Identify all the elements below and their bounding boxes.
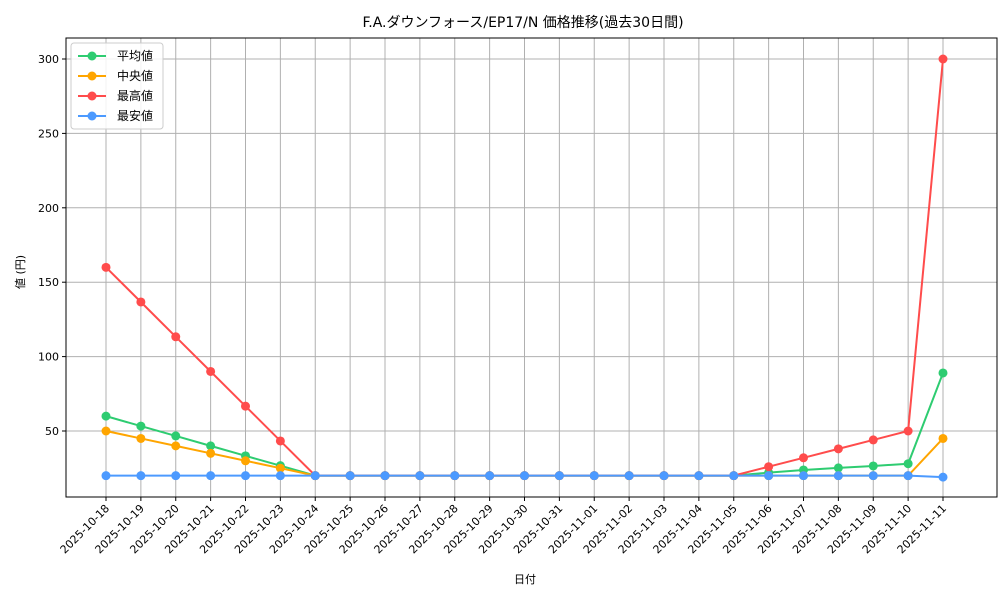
data-point-marker [206,471,216,481]
data-point-marker [520,471,529,481]
data-point-marker [241,471,250,481]
data-point-marker [136,433,146,443]
data-point-marker [624,471,634,481]
data-point-marker [136,297,146,307]
data-point-marker [938,472,948,482]
data-point-marker [171,471,181,481]
y-tick-label: 50 [45,425,59,438]
data-point-marker [833,444,843,454]
data-point-marker [799,471,808,481]
data-point-marker [694,471,704,481]
data-point-marker [415,471,425,481]
data-point-marker [868,471,878,481]
y-tick-label: 100 [38,351,59,364]
y-axis-label: 値 (円) [14,255,27,289]
data-point-marker [275,471,285,481]
y-tick-label: 150 [38,276,59,289]
data-point-marker [554,471,564,481]
y-tick-label: 250 [38,127,59,140]
y-tick-label: 200 [38,202,59,215]
data-point-marker [868,461,878,471]
legend-marker-icon [87,111,97,121]
data-point-marker [206,441,216,451]
data-point-marker [101,262,111,272]
legend-label: 最高値 [117,88,153,103]
data-point-marker [938,54,948,64]
plot-frame [65,37,998,498]
data-point-marker [659,471,669,481]
data-point-marker [833,471,843,481]
data-point-marker [275,463,285,473]
data-point-marker [136,471,146,481]
x-axis-label: 日付 [514,573,536,586]
chart-title: F.A.ダウンフォース/EP17/N 価格推移(過去30日間) [362,15,683,31]
data-point-marker [729,471,739,481]
data-point-marker [450,471,460,481]
data-point-marker [171,332,181,342]
data-point-marker [589,471,599,481]
data-series [101,54,948,482]
data-point-marker [903,471,913,481]
data-point-marker [206,448,216,458]
y-tick-label: 300 [38,53,59,66]
grid-lines [66,38,997,497]
y-axis-ticks: 50 100 150 200 250 300 [38,53,66,438]
data-point-marker [241,456,250,466]
data-point-marker [938,368,948,378]
data-point-marker [241,401,250,411]
data-point-marker [868,435,878,445]
data-point-marker [275,436,285,446]
legend-label: 最安値 [117,108,153,123]
data-point-marker [938,433,948,443]
data-point-marker [171,441,181,451]
series-最安値 [101,471,948,482]
legend-label: 平均値 [117,48,153,63]
legend-marker-icon [87,51,97,61]
data-point-marker [903,459,913,469]
data-point-marker [206,366,216,376]
data-point-marker [101,411,111,421]
legend-marker-icon [87,91,97,101]
data-point-marker [136,421,146,431]
data-point-marker [345,471,355,481]
data-point-marker [101,471,111,481]
data-point-marker [171,431,181,441]
data-point-marker [380,471,390,481]
data-point-marker [764,462,774,472]
x-axis-ticks: 2025-10-182025-10-192025-10-202025-10-21… [58,497,949,556]
data-point-marker [764,471,774,481]
data-point-marker [833,463,843,473]
legend-box [70,42,164,130]
legend-marker-icon [87,71,97,81]
data-point-marker [310,471,320,481]
legend-label: 中央値 [117,68,153,83]
data-point-marker [485,471,495,481]
data-point-marker [101,426,111,436]
data-point-marker [903,426,913,436]
data-point-marker [799,453,808,463]
